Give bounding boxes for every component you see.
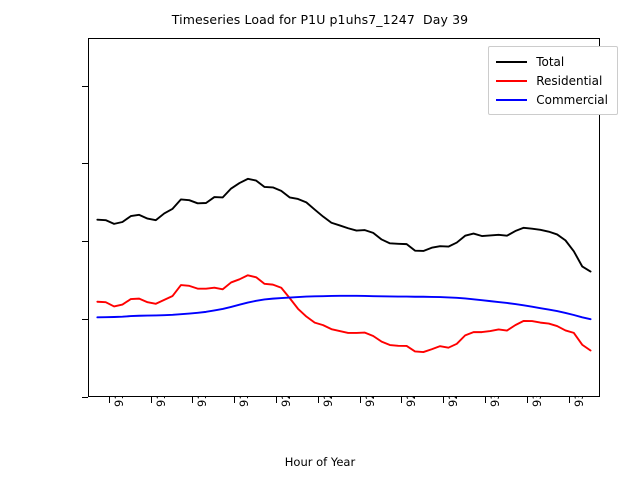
x-tick-mark	[359, 397, 361, 403]
y-tick-mark	[82, 163, 88, 165]
y-tick-mark	[82, 85, 88, 87]
x-tick-mark	[108, 397, 110, 403]
x-tick-mark	[276, 397, 278, 403]
legend-swatch-commercial	[496, 98, 528, 101]
legend-label: Commercial	[536, 92, 608, 107]
x-tick-mark	[401, 397, 403, 403]
legend-label: Residential	[536, 73, 603, 88]
x-axis-label: Hour of Year	[284, 455, 356, 469]
series-canvas	[96, 177, 592, 353]
y-tick-mark	[82, 241, 88, 243]
legend-swatch-residential	[496, 79, 528, 82]
legend-item-commercial[interactable]: Commercial	[496, 90, 608, 109]
legend-item-total[interactable]: Total	[496, 52, 608, 71]
y-tick-mark	[82, 397, 88, 398]
x-tick-mark	[526, 397, 528, 403]
legend-swatch-total	[496, 60, 528, 63]
x-tick-mark	[485, 397, 487, 403]
x-tick-mark	[443, 397, 445, 403]
x-tick-mark	[317, 397, 319, 403]
y-axis-label: kW total	[0, 216, 2, 264]
y-tick-mark	[82, 319, 88, 321]
x-tick-mark	[150, 397, 152, 403]
x-tick-mark	[568, 397, 570, 403]
series-line-residential	[96, 274, 592, 353]
x-tick-mark	[234, 397, 236, 403]
chart-title: Timeseries Load for P1U p1uhs7_1247 Day …	[171, 12, 469, 27]
x-tick-mark	[192, 397, 194, 403]
series-line-commercial	[96, 294, 592, 321]
legend: Total Residential Commercial	[488, 46, 618, 115]
legend-item-residential[interactable]: Residential	[496, 71, 608, 90]
legend-label: Total	[536, 54, 565, 69]
series-line-total	[96, 177, 592, 273]
